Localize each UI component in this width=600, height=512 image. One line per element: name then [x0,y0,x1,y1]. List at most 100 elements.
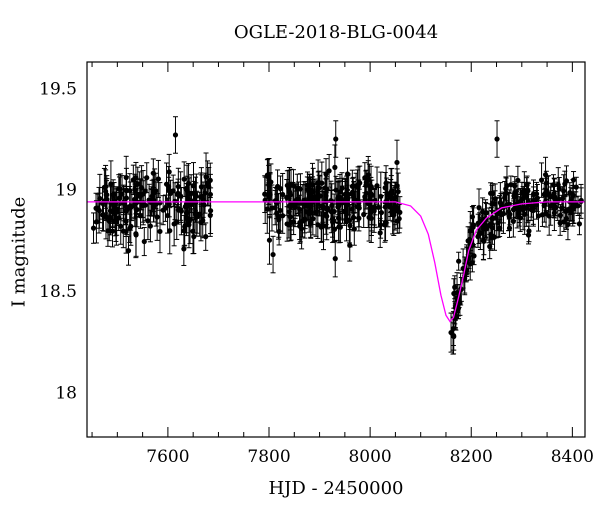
data-point [497,225,503,231]
data-point [368,215,374,221]
data-point [377,230,383,236]
data-point [543,180,549,186]
data-point [167,228,173,234]
data-point [349,189,356,195]
data-point [280,191,286,198]
data-point [542,172,549,178]
data-point [153,201,159,207]
data-point [138,185,145,191]
data-point [450,333,457,339]
data-point [484,226,490,232]
data-point [541,203,547,209]
data-point [471,253,477,259]
data-point [456,258,462,264]
data-point [515,177,521,183]
data-point [507,211,513,217]
data-point [395,189,401,195]
data-point [387,194,393,201]
data-point [171,221,177,227]
data-point [561,188,567,194]
data-point [262,191,268,197]
data-point [477,230,483,236]
y-tick-label: 19 [55,181,77,201]
data-point [351,226,357,232]
data-points [90,116,584,355]
data-point [559,205,565,211]
data-point [538,177,545,183]
data-point [131,196,138,203]
data-point [125,248,132,254]
data-point [200,197,206,203]
data-point [188,191,194,197]
data-point [382,222,388,228]
data-point [182,203,188,210]
data-point [123,218,129,224]
data-point [563,178,570,184]
data-point [510,218,516,225]
data-point [123,188,130,194]
data-point [295,196,302,202]
data-point [371,204,377,210]
data-point [356,205,362,211]
data-point [93,219,100,225]
data-point [172,132,179,138]
x-tick-label: 7600 [146,447,189,467]
data-point [378,193,384,200]
data-point [135,181,141,187]
data-point [452,284,458,290]
data-point [116,215,122,221]
data-point [539,212,546,218]
data-point [266,237,273,243]
data-point [276,217,282,223]
data-point [310,189,316,195]
x-axis-label: HJD - 2450000 [268,478,404,499]
data-point [90,225,97,231]
data-point [383,180,389,186]
data-point [561,219,567,225]
data-point [382,204,388,210]
data-point [190,183,197,189]
data-point [457,300,463,306]
x-tick-label: 8000 [348,447,391,467]
data-point [277,186,284,192]
data-point [178,193,184,199]
data-point [337,194,343,201]
x-tick-label: 8200 [450,447,493,467]
data-point [488,190,494,196]
data-point [207,191,213,198]
data-point [320,203,326,209]
data-point [114,206,120,212]
y-tick-label: 18.5 [39,282,77,302]
data-point [194,214,200,220]
data-point [368,183,374,190]
x-tick-label: 8400 [551,447,594,467]
data-point [336,203,342,209]
y-axis: 18 18.5 19 19.5 [39,79,77,403]
data-point [191,234,197,240]
data-point [264,206,270,212]
data-point [569,205,575,211]
data-point [506,225,513,231]
data-point [365,172,371,178]
chart-title: OGLE-2018-BLG-0044 [233,22,439,43]
data-point [512,183,518,189]
data-point [204,180,211,186]
data-point [394,159,400,166]
data-point [101,184,108,190]
data-point [288,182,294,188]
data-point [575,203,581,209]
data-point [297,219,303,226]
data-point [492,196,498,202]
data-point [160,207,166,213]
data-point [363,190,369,196]
data-point [343,219,350,225]
data-point [555,182,561,188]
data-point [120,228,126,234]
data-point [516,206,522,213]
data-point [378,209,385,216]
data-point [347,223,353,229]
data-point [480,237,487,243]
data-point [396,216,402,222]
data-point [476,205,482,211]
